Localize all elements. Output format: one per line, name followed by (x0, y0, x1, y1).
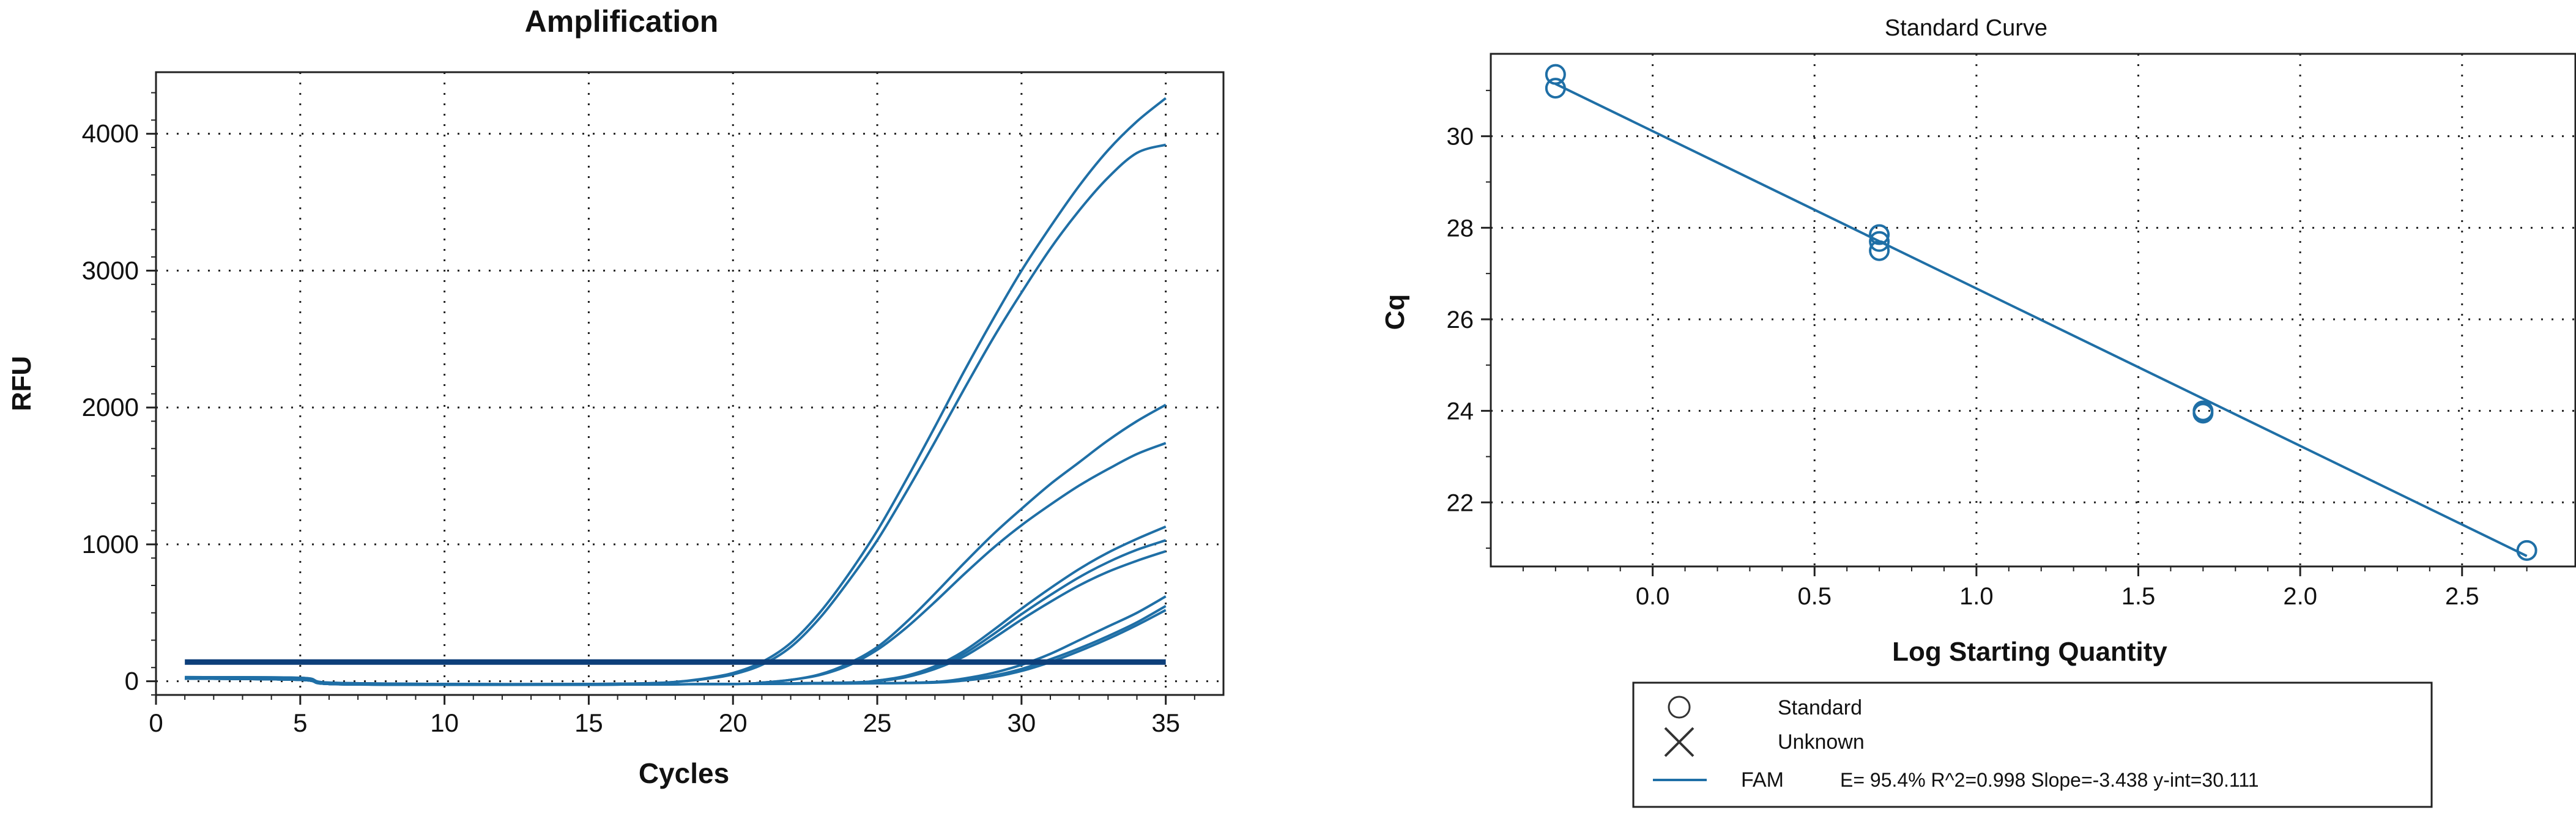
legend-standard-label: Standard (1778, 696, 1862, 719)
standard-point (2192, 403, 2214, 424)
standard-curve-points (1545, 64, 2537, 561)
legend-frame (1632, 681, 2433, 808)
amplification-title: Amplification (525, 4, 719, 39)
legend-fam-label: FAM (1741, 768, 1784, 792)
y-tick-label: 4000 (82, 119, 139, 148)
y-tick-label: 2000 (82, 393, 139, 421)
standard-curve-title: Standard Curve (1885, 15, 2047, 41)
x-tick-label: 0.0 (1636, 583, 1670, 610)
x-tick-label: 10 (430, 708, 459, 737)
standard-curve-x-axis-label: Log Starting Quantity (1892, 637, 2167, 667)
x-tick-label: 30 (1008, 708, 1036, 737)
x-tick-label: 1.5 (2121, 583, 2156, 610)
x-tick-label: 0.5 (1797, 583, 1832, 610)
standard-point (1869, 224, 1890, 245)
x-tick-label: 2.5 (2445, 583, 2479, 610)
amplification-x-ticks: 0 5 10 15 20 25 30 35 (149, 695, 1195, 737)
y-tick-label: 24 (1447, 398, 1474, 425)
standard-point (1545, 64, 1566, 85)
legend-unknown-cross-icon (1664, 727, 1694, 757)
x-tick-label: 0 (149, 708, 163, 737)
amplification-series-lines (185, 97, 1167, 686)
y-tick-label: 28 (1447, 215, 1474, 242)
amplification-curve-3 (185, 403, 1167, 686)
legend-standard-circle-icon (1668, 696, 1691, 719)
y-tick-label: 1000 (82, 530, 139, 559)
y-tick-label: 0 (125, 667, 139, 696)
x-tick-label: 15 (574, 708, 603, 737)
legend-unknown-label: Unknown (1778, 730, 1865, 754)
standard-point (1545, 78, 1566, 99)
y-tick-label: 3000 (82, 256, 139, 284)
standard-curve-legend: Standard Unknown FAM E= 95.4% R^2=0.998 … (1632, 681, 2433, 808)
y-tick-label: 26 (1447, 306, 1474, 333)
x-tick-label: 20 (719, 708, 748, 737)
standard-curve-grid (1491, 54, 2575, 566)
x-tick-label: 5 (293, 708, 307, 737)
standard-point (2516, 540, 2537, 561)
y-tick-label: 22 (1447, 489, 1474, 516)
amplification-y-axis-label: RFU (7, 356, 37, 411)
amplification-curve-1 (185, 97, 1167, 686)
standard-curve-fit-line (1554, 83, 2528, 557)
y-tick-label: 30 (1447, 124, 1474, 150)
standard-point (1869, 240, 1890, 261)
x-tick-label: 1.0 (1959, 583, 1994, 610)
standard-curve-y-axis-label: Cq (1380, 294, 1410, 330)
amplification-y-ticks: 0 1000 2000 3000 4000 (82, 92, 156, 696)
amplification-curve-4 (185, 442, 1167, 686)
amplification-x-axis-label: Cycles (639, 757, 729, 789)
amplification-grid (156, 72, 1223, 695)
amplification-curve-2 (185, 143, 1167, 686)
standard-curve-x-ticks: 0.0 0.5 1.0 1.5 2.0 2.5 (1522, 566, 2528, 610)
x-tick-label: 25 (863, 708, 892, 737)
amplification-chart: Amplification 0 5 10 15 20 25 30 35 0 1000 2000 30… (7, 4, 1225, 789)
amplification-curve-10 (185, 609, 1167, 686)
standard-curve-y-ticks: 22 24 26 28 30 (1447, 89, 1491, 549)
standard-curve-plot-frame (1490, 53, 2576, 568)
standard-curve-chart: Standard Curve 0.0 0.5 1.0 1.5 2.0 2.5 22 24 26… (1380, 15, 2576, 808)
standard-point (1869, 231, 1890, 252)
legend-fam-stats: E= 95.4% R^2=0.998 Slope=-3.438 y-int=30… (1840, 769, 2259, 791)
amplification-plot-frame (155, 71, 1225, 696)
x-tick-label: 35 (1151, 708, 1180, 737)
x-tick-label: 2.0 (2283, 583, 2317, 610)
